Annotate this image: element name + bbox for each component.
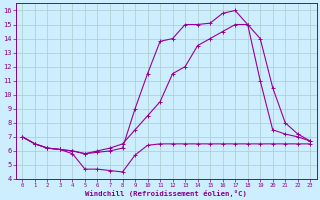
X-axis label: Windchill (Refroidissement éolien,°C): Windchill (Refroidissement éolien,°C) (85, 190, 247, 197)
